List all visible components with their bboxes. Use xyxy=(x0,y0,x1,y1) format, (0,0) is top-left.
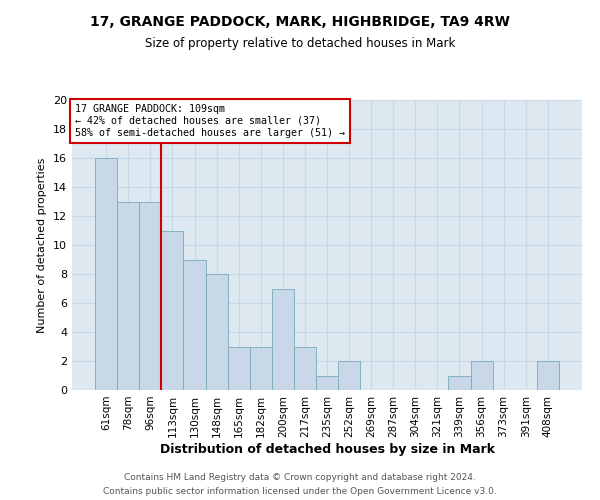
Bar xyxy=(294,346,316,390)
Bar xyxy=(95,158,117,390)
Bar xyxy=(139,202,161,390)
Text: Contains HM Land Registry data © Crown copyright and database right 2024.: Contains HM Land Registry data © Crown c… xyxy=(124,472,476,482)
Bar xyxy=(338,361,360,390)
Bar xyxy=(184,260,206,390)
Bar xyxy=(117,202,139,390)
Bar xyxy=(250,346,272,390)
Bar xyxy=(448,376,470,390)
Bar xyxy=(272,288,294,390)
Bar xyxy=(537,361,559,390)
Bar xyxy=(316,376,338,390)
Bar xyxy=(470,361,493,390)
Text: 17 GRANGE PADDOCK: 109sqm
← 42% of detached houses are smaller (37)
58% of semi-: 17 GRANGE PADDOCK: 109sqm ← 42% of detac… xyxy=(74,104,344,138)
Y-axis label: Number of detached properties: Number of detached properties xyxy=(37,158,47,332)
Text: 17, GRANGE PADDOCK, MARK, HIGHBRIDGE, TA9 4RW: 17, GRANGE PADDOCK, MARK, HIGHBRIDGE, TA… xyxy=(90,15,510,29)
Text: Size of property relative to detached houses in Mark: Size of property relative to detached ho… xyxy=(145,38,455,51)
Bar xyxy=(206,274,227,390)
Bar xyxy=(227,346,250,390)
Text: Contains public sector information licensed under the Open Government Licence v3: Contains public sector information licen… xyxy=(103,488,497,496)
Bar xyxy=(161,230,184,390)
Text: Distribution of detached houses by size in Mark: Distribution of detached houses by size … xyxy=(160,442,494,456)
